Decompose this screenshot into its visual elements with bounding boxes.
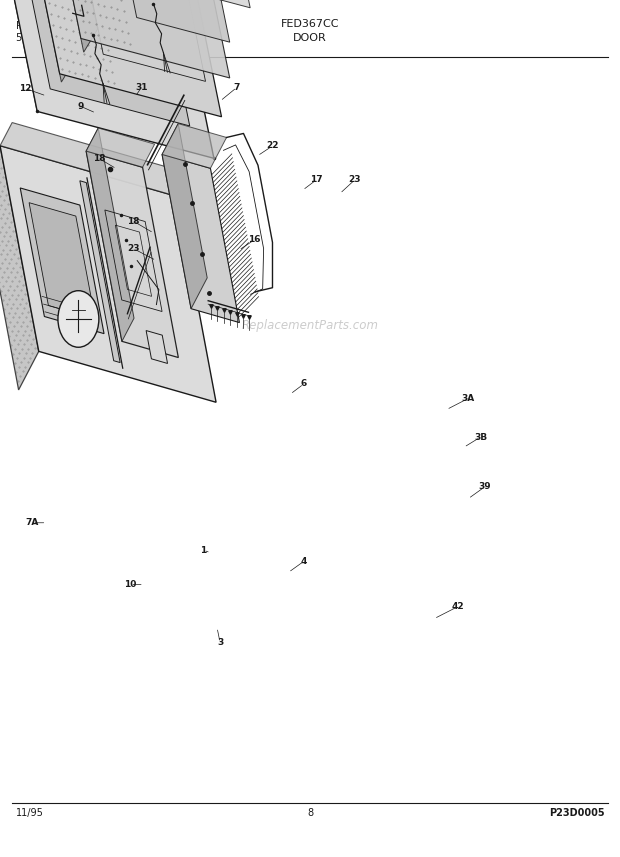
Polygon shape <box>86 128 154 167</box>
Text: FED367CC: FED367CC <box>281 19 339 29</box>
Polygon shape <box>162 123 226 168</box>
Polygon shape <box>49 0 97 52</box>
Text: P23D0005: P23D0005 <box>549 808 604 818</box>
Text: DOOR: DOOR <box>293 33 327 43</box>
Text: 4: 4 <box>301 557 307 566</box>
Polygon shape <box>86 151 179 357</box>
Polygon shape <box>146 331 167 363</box>
Text: 22: 22 <box>267 141 279 150</box>
Text: 18: 18 <box>127 217 140 225</box>
Text: 3A: 3A <box>461 394 475 403</box>
Text: 5995273991: 5995273991 <box>16 33 78 44</box>
Polygon shape <box>0 146 38 390</box>
Text: 23: 23 <box>127 244 140 253</box>
Polygon shape <box>162 154 239 322</box>
Text: 39: 39 <box>479 482 491 491</box>
Polygon shape <box>49 0 229 78</box>
Text: 3: 3 <box>217 638 223 647</box>
Text: 7A: 7A <box>25 518 39 527</box>
Polygon shape <box>86 128 134 341</box>
Polygon shape <box>0 146 216 402</box>
Text: 9: 9 <box>78 102 84 111</box>
Polygon shape <box>123 0 229 42</box>
Text: ReplacementParts.com: ReplacementParts.com <box>242 319 378 333</box>
Polygon shape <box>80 181 120 363</box>
Text: 31: 31 <box>135 83 148 92</box>
Polygon shape <box>0 123 190 196</box>
Polygon shape <box>162 123 207 309</box>
Polygon shape <box>20 188 104 333</box>
Text: 16: 16 <box>248 236 260 244</box>
Text: 17: 17 <box>310 176 322 184</box>
Text: 6: 6 <box>301 380 307 388</box>
Text: 10: 10 <box>124 580 136 589</box>
Text: 11/95: 11/95 <box>16 808 43 818</box>
Polygon shape <box>0 0 214 159</box>
Polygon shape <box>24 0 76 82</box>
Polygon shape <box>24 0 221 117</box>
Circle shape <box>58 291 99 347</box>
Text: 7: 7 <box>234 83 240 92</box>
Text: 23: 23 <box>348 176 361 184</box>
Polygon shape <box>20 0 190 126</box>
Polygon shape <box>140 0 250 8</box>
Text: 42: 42 <box>451 602 464 611</box>
Text: 1: 1 <box>200 546 206 554</box>
Text: 12: 12 <box>19 84 31 93</box>
Text: 18: 18 <box>93 154 105 163</box>
Polygon shape <box>29 202 95 319</box>
Polygon shape <box>0 0 51 111</box>
Text: Publication No.: Publication No. <box>16 21 89 32</box>
Text: 8: 8 <box>307 808 313 818</box>
Text: 3B: 3B <box>474 433 487 441</box>
